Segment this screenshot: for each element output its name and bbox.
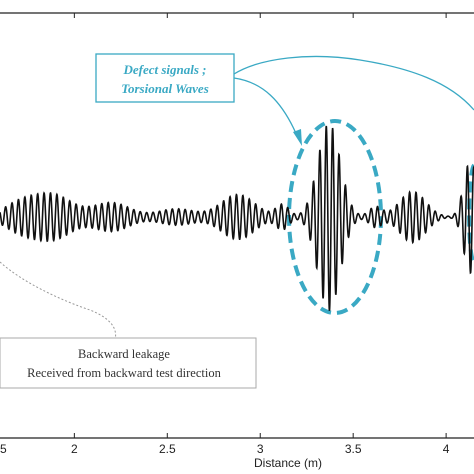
defect-arrow-curve [233,77,299,139]
defect-annotation-line-1: Defect signals ; [122,62,206,77]
defect-arrow-head [293,129,302,146]
leakage-annotation-line-2: Received from backward test direction [27,366,221,380]
x-axis-label: Distance (m) [254,456,322,470]
x-axis-ticks: 2 2.5 3 3.5 4 5 [0,13,450,456]
x-tick-label: 3 [257,442,264,456]
x-tick-label-edge: 5 [0,442,7,456]
leakage-annotation-line-1: Backward leakage [78,347,170,361]
leakage-leader-line [0,261,117,341]
signal-series-line [0,125,474,311]
x-tick-label: 2 [71,442,78,456]
defect-annotation-line-2: Torsional Waves [121,81,209,96]
leakage-annotation-box [0,337,257,389]
x-tick-label: 3.5 [345,442,362,456]
defect-annotation-box [95,53,235,103]
x-tick-label: 2.5 [159,442,176,456]
x-tick-label: 4 [443,442,450,456]
defect-leader-to-right [233,55,474,111]
